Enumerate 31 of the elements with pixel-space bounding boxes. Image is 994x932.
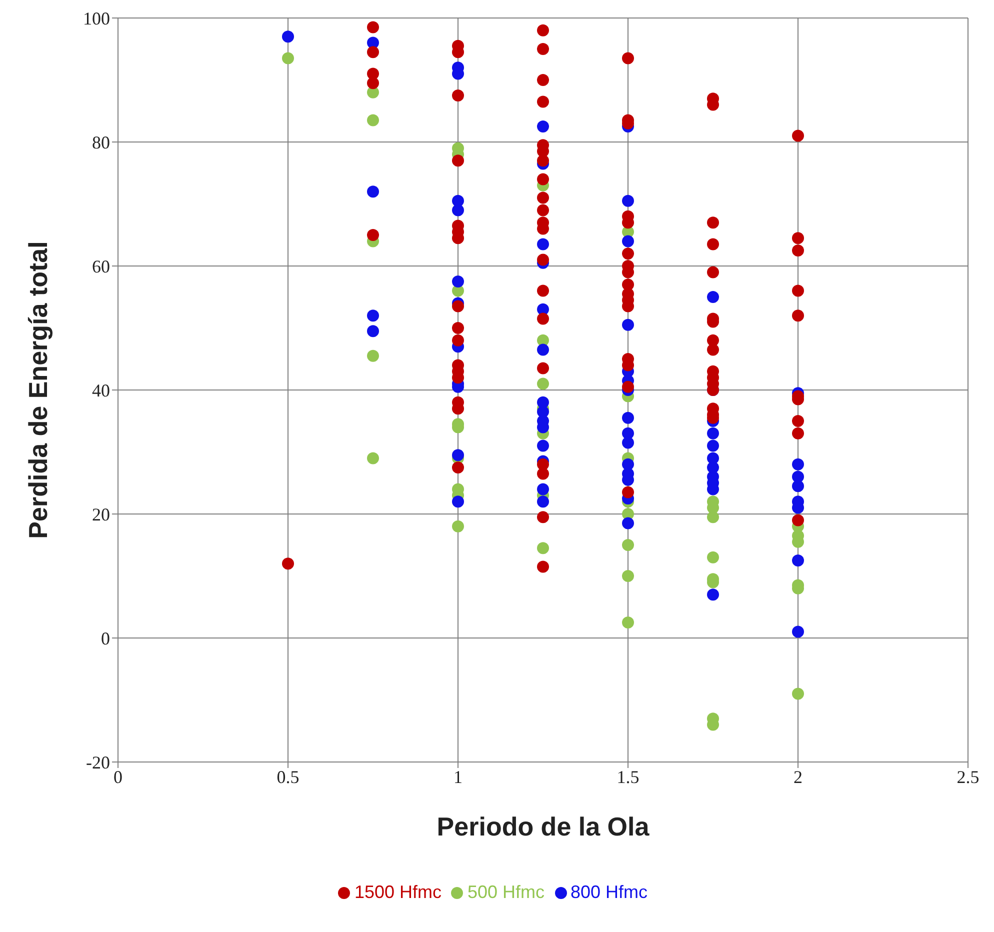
legend-label: 800 Hfmc [570, 882, 648, 902]
point [707, 511, 719, 524]
y-axis-title: Perdida de Energía total [23, 241, 54, 539]
x-tick-label: 0.5 [276, 766, 300, 787]
y-tick-label: 20 [92, 504, 110, 524]
point [367, 114, 379, 126]
y-tick-label: 100 [83, 8, 110, 28]
point [707, 551, 719, 564]
point [622, 539, 634, 551]
x-tick-label: 1.5 [616, 766, 640, 787]
point [622, 616, 634, 628]
x-tick-label: 2.5 [956, 766, 980, 787]
x-tick-label: 1 [454, 766, 462, 787]
point [792, 688, 804, 700]
x-tick-label: 2 [794, 766, 802, 787]
y-tick-label: 80 [92, 132, 110, 152]
legend-label: 500 Hfmc [467, 882, 545, 902]
point [452, 520, 464, 532]
x-axis-title: Periodo de la Ola [436, 811, 650, 842]
point [537, 378, 549, 390]
y-tick-label: 0 [101, 628, 110, 648]
point [622, 570, 634, 582]
point [367, 452, 379, 464]
legend-label: 1500 Hfmc [354, 882, 442, 902]
point [282, 52, 294, 64]
point [537, 542, 549, 554]
x-tick-label: 0 [114, 766, 122, 787]
y-tick-label: -20 [86, 752, 110, 772]
y-tick-label: 60 [92, 256, 110, 276]
point [367, 350, 379, 362]
y-tick-label: 40 [92, 380, 110, 400]
